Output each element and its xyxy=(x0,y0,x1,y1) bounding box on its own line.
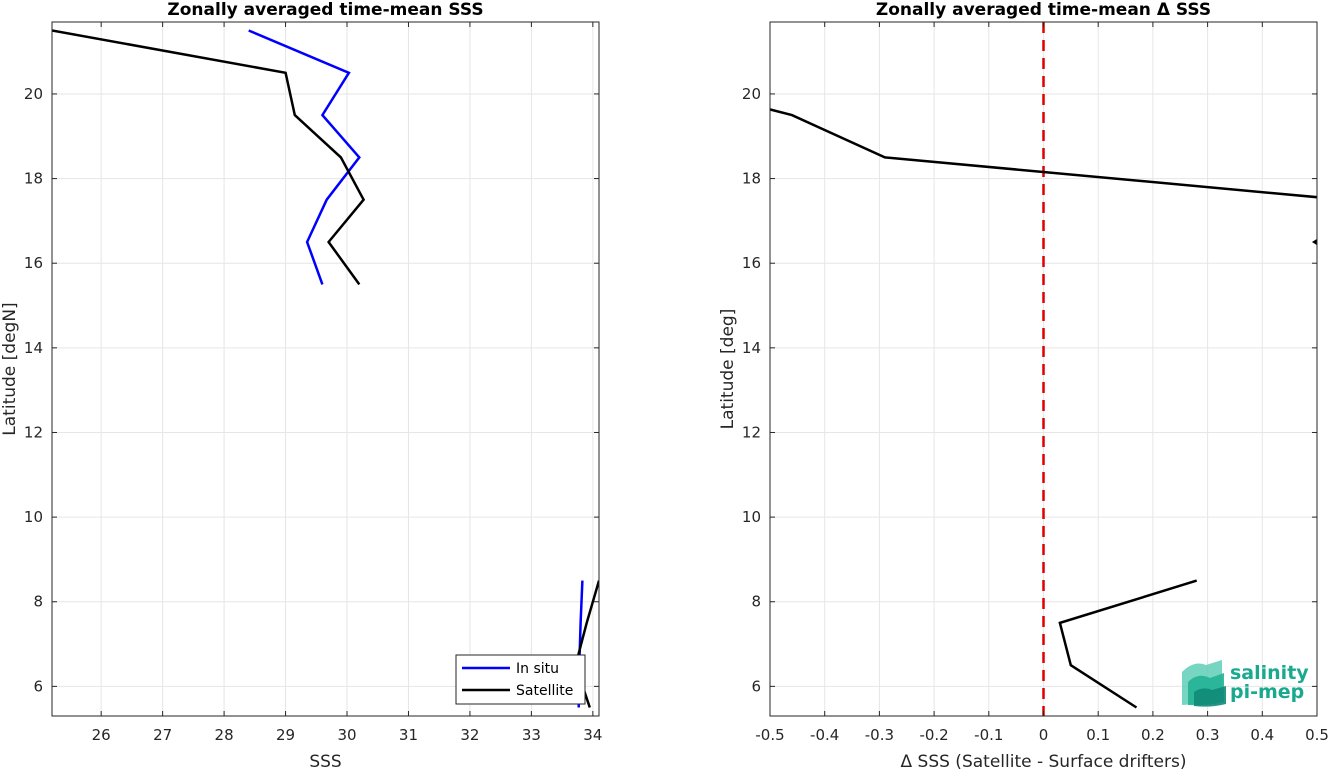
delta-sss-x-tick-label: -0.1 xyxy=(974,726,1003,744)
delta-sss-y-tick-label: 14 xyxy=(742,339,761,357)
delta-sss-x-tick-label: 0.1 xyxy=(1086,726,1110,744)
delta-sss-x-tick-label: 0.3 xyxy=(1196,726,1220,744)
sss-x-tick-label: 32 xyxy=(460,726,479,744)
sss-x-tick-label: 31 xyxy=(399,726,418,744)
brand-line-2: pi-mep xyxy=(1230,681,1304,703)
legend-box xyxy=(455,654,586,705)
sss-x-tick-label: 26 xyxy=(92,726,111,744)
sss-x-tick-label: 33 xyxy=(522,726,541,744)
sss-grid xyxy=(52,22,599,716)
sss-series-lines xyxy=(52,29,599,708)
sss-y-tick-label: 20 xyxy=(24,85,43,103)
sss-y-tick-label: 16 xyxy=(24,254,43,272)
delta-sss-y-tick-label: 16 xyxy=(742,254,761,272)
delta-sss-x-tick-label: -0.3 xyxy=(865,726,894,744)
delta-sss-series-lines xyxy=(770,22,1317,716)
delta-sss-x-tick-label: 0.4 xyxy=(1250,726,1274,744)
delta-sss-series-0-line-1 xyxy=(1311,238,1317,246)
delta-sss-chart-title: Zonally averaged time-mean Δ SSS xyxy=(876,0,1211,20)
sss-axes-box xyxy=(51,21,600,717)
delta-sss-x-tick-label: -0.5 xyxy=(755,726,784,744)
delta-sss-x-tick-label: 0.5 xyxy=(1305,726,1329,744)
sss-in-situ-line-0 xyxy=(248,29,361,285)
sss-satellite-line-0 xyxy=(52,29,366,286)
delta-sss-x-tick-label: 0.2 xyxy=(1141,726,1165,744)
delta-sss-y-tick-label: 6 xyxy=(751,677,761,695)
sss-x-tick-label: 34 xyxy=(583,726,602,744)
sss-y-tick-label: 10 xyxy=(24,508,43,526)
delta-sss-x-tick-label: -0.4 xyxy=(810,726,839,744)
delta-sss-x-tick-label: -0.2 xyxy=(919,726,948,744)
delta-sss-y-axis-label: Latitude [deg] xyxy=(718,309,738,430)
delta-sss-series-0-line-2 xyxy=(1058,579,1198,709)
delta-sss-series-0-line-0 xyxy=(770,108,1317,199)
sss-y-tick-label: 14 xyxy=(24,339,43,357)
delta-sss-ticks: -0.5 -0.4 -0.3 -0.2 -0.1 0 0.1 0.2 0.3 0.4 0.5 6 8 10… xyxy=(742,22,1329,744)
sss-y-tick-label: 8 xyxy=(33,593,43,611)
delta-sss-y-tick-label: 12 xyxy=(742,423,761,441)
wave-logo-icon xyxy=(1182,660,1226,707)
sss-x-tick-label: 29 xyxy=(276,726,295,744)
sss-legend: In situ Satellite xyxy=(455,654,586,705)
sss-x-tick-label: 27 xyxy=(153,726,172,744)
sss-x-tick-label: 28 xyxy=(215,726,234,744)
delta-sss-panel: -0.5 -0.4 -0.3 -0.2 -0.1 0 0.1 0.2 0.3 0.4 0.5 6 8 10… xyxy=(718,0,1329,769)
sss-y-axis-label: Latitude [degN] xyxy=(0,302,20,435)
delta-sss-x-tick-label: 0 xyxy=(1039,726,1049,744)
delta-sss-x-axis-label: Δ SSS (Satellite - Surface drifters) xyxy=(901,752,1187,769)
sss-x-tick-label: 30 xyxy=(337,726,356,744)
sss-chart-title: Zonally averaged time-mean SSS xyxy=(167,0,483,20)
delta-sss-y-tick-label: 20 xyxy=(742,85,761,103)
sss-ticks: 26 27 28 29 30 31 32 33 34 6 8 10 12 14 16 18 20 xyxy=(24,22,602,744)
sss-y-tick-label: 12 xyxy=(24,423,43,441)
sss-panel: 26 27 28 29 30 31 32 33 34 6 8 10 12 14 16 18 20 Zonally… xyxy=(0,0,602,769)
delta-sss-y-tick-label: 8 xyxy=(751,593,761,611)
sss-y-tick-label: 18 xyxy=(24,170,43,188)
delta-sss-y-tick-label: 10 xyxy=(742,508,761,526)
salinity-pi-mep-logo: salinity pi-mep xyxy=(1182,660,1309,707)
legend-in-situ-label: In situ xyxy=(516,661,559,677)
sss-y-tick-label: 6 xyxy=(33,677,43,695)
brand-line-1: salinity xyxy=(1230,662,1309,684)
delta-sss-y-tick-label: 18 xyxy=(742,170,761,188)
legend-satellite-label: Satellite xyxy=(516,683,573,699)
sss-x-axis-label: SSS xyxy=(309,752,341,769)
